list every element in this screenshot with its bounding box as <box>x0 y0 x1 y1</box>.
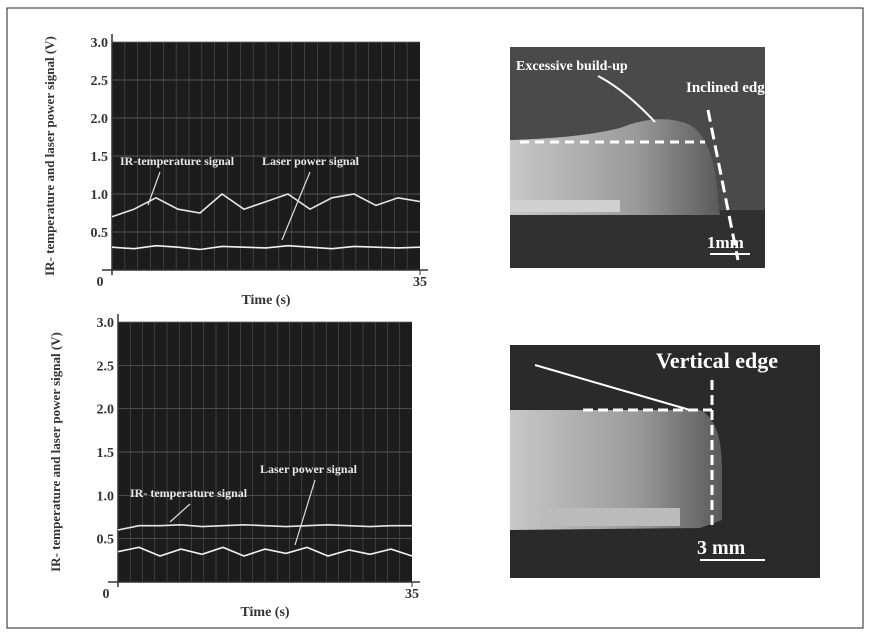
legend-label: Laser power signal <box>262 154 360 168</box>
y-tick-label: 1.0 <box>91 188 109 203</box>
page: 0.5 1.0 1.5 2.0 2.5 3.0 0 35 Time (s) IR- tempera… <box>0 0 869 640</box>
x-tick-label: 0 <box>97 275 104 290</box>
y-tick-label: 2.0 <box>91 112 109 127</box>
image-label: 1mm <box>707 233 744 252</box>
y-tick-label: 1.0 <box>97 489 115 504</box>
figure: 0.5 1.0 1.5 2.0 2.5 3.0 0 35 Time (s) IR- tempera… <box>0 0 869 635</box>
y-tick-label: 1.5 <box>91 150 109 165</box>
micrograph-2 <box>510 345 820 578</box>
x-tick-label: 35 <box>405 587 419 602</box>
y-tick-label: 2.5 <box>97 359 115 374</box>
y-tick-label: 2.0 <box>97 403 115 418</box>
y-tick-label: 1.5 <box>97 446 115 461</box>
image-label: 3 mm <box>697 537 746 559</box>
legend-label: IR- temperature signal <box>130 486 248 500</box>
x-axis-label: Time (s) <box>241 293 290 308</box>
y-tick-label: 3.0 <box>91 36 109 51</box>
image-label: Excessive build-up <box>516 59 628 74</box>
y-tick-label: 3.0 <box>97 316 115 331</box>
y-axis-label: IR- temperature and laser power signal (… <box>48 332 63 572</box>
legend-label: Laser power signal <box>260 462 358 476</box>
x-tick-label: 35 <box>413 275 427 290</box>
y-tick-label: 0.5 <box>97 533 115 548</box>
y-tick-label: 0.5 <box>91 226 109 241</box>
legend-label: IR-temperature signal <box>120 154 235 168</box>
image-label: Inclined edge <box>686 80 772 96</box>
x-axis-label: Time (s) <box>240 605 289 620</box>
image-label: Vertical edge <box>656 348 778 373</box>
x-tick-label: 0 <box>103 587 110 602</box>
y-axis-label: IR- temperature and laser power signal (… <box>42 36 57 276</box>
y-tick-label: 2.5 <box>91 74 109 89</box>
